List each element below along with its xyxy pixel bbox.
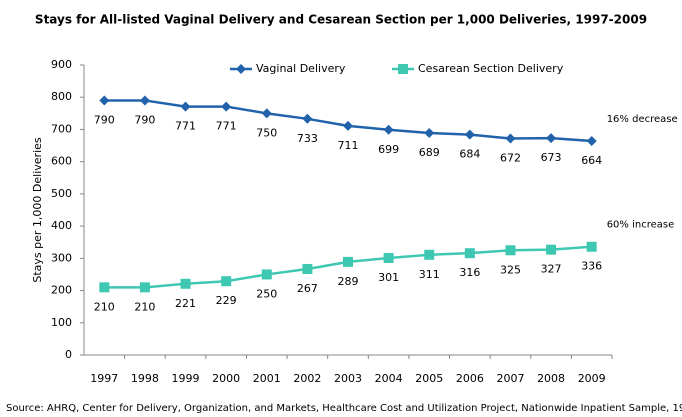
data-point [99, 95, 110, 106]
data-point [180, 101, 191, 112]
data-point [139, 95, 150, 106]
data-label: 790 [94, 113, 115, 126]
data-point [343, 120, 353, 131]
data-label: 327 [541, 263, 562, 276]
data-point [221, 101, 232, 112]
data-point [464, 248, 475, 259]
data-label: 733 [297, 132, 318, 145]
annotation: 16% decrease [607, 114, 678, 125]
x-tick-label: 2006 [456, 372, 484, 385]
x-tick-label: 2007 [496, 372, 524, 385]
chart-title: Stays for All-listed Vaginal Delivery an… [35, 13, 647, 27]
data-label: 311 [419, 268, 440, 281]
data-point [343, 256, 353, 267]
data-label: 699 [378, 143, 399, 156]
data-point [546, 244, 557, 255]
legend-marker [236, 64, 246, 74]
data-point [261, 269, 272, 280]
legend-label: Vaginal Delivery [256, 62, 346, 75]
source-note: Source: AHRQ, Center for Delivery, Organ… [6, 403, 682, 414]
data-point [383, 253, 394, 264]
data-point [302, 113, 313, 124]
data-point [424, 127, 435, 138]
data-point [505, 245, 516, 256]
data-point [505, 133, 516, 144]
x-tick-label: 2000 [212, 372, 240, 385]
data-label: 250 [256, 287, 277, 300]
data-label: 316 [459, 266, 480, 279]
y-tick-label: 800 [51, 90, 72, 103]
data-point [99, 282, 110, 293]
data-label: 336 [581, 260, 602, 273]
data-point [261, 108, 272, 119]
data-point [180, 278, 191, 289]
data-point [424, 249, 435, 260]
y-tick-label: 500 [51, 187, 72, 200]
legend-label: Cesarean Section Delivery [418, 62, 564, 75]
data-label: 711 [338, 139, 359, 152]
data-label: 221 [175, 297, 196, 310]
x-tick-label: 2005 [415, 372, 443, 385]
data-label: 267 [297, 282, 318, 295]
data-label: 689 [419, 146, 440, 159]
y-tick-label: 300 [51, 251, 72, 264]
data-label: 289 [338, 275, 359, 288]
data-point [221, 276, 232, 287]
data-point [546, 133, 557, 144]
data-point [139, 282, 150, 293]
x-tick-label: 1998 [131, 372, 159, 385]
y-tick-label: 700 [51, 122, 72, 135]
y-tick-label: 400 [51, 219, 72, 232]
y-tick-label: 600 [51, 155, 72, 168]
data-label: 672 [500, 151, 521, 164]
data-point [586, 136, 597, 147]
x-tick-label: 2003 [334, 372, 362, 385]
y-tick-label: 100 [51, 316, 72, 329]
data-label: 790 [134, 113, 155, 126]
data-point [464, 129, 475, 140]
x-tick-label: 2004 [375, 372, 403, 385]
data-label: 325 [500, 263, 521, 276]
y-axis-label: Stays per 1,000 Deliveries [31, 137, 44, 283]
y-tick-label: 200 [51, 284, 72, 297]
x-tick-label: 2002 [293, 372, 321, 385]
annotation: 60% increase [607, 220, 675, 231]
x-tick-label: 1999 [172, 372, 200, 385]
data-label: 771 [175, 120, 196, 133]
x-tick-label: 2001 [253, 372, 281, 385]
x-tick-label: 2008 [537, 372, 565, 385]
data-label: 750 [256, 126, 277, 139]
y-tick-label: 0 [65, 348, 72, 361]
legend-marker [398, 64, 408, 74]
y-tick-label: 900 [51, 58, 72, 71]
data-label: 684 [459, 148, 480, 161]
data-point [302, 263, 313, 274]
data-label: 673 [541, 151, 562, 164]
data-point [383, 124, 394, 135]
x-tick-label: 1997 [90, 372, 118, 385]
x-tick-label: 2009 [578, 372, 606, 385]
data-point [586, 241, 597, 252]
data-label: 664 [581, 154, 602, 167]
data-label: 229 [216, 294, 237, 307]
data-label: 771 [216, 120, 237, 133]
data-label: 210 [134, 300, 155, 313]
data-label: 210 [94, 300, 115, 313]
data-label: 301 [378, 271, 399, 284]
